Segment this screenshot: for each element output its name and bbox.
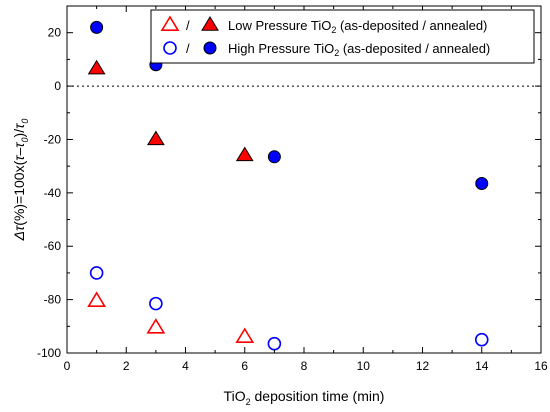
x-axis-label: TiO2 deposition time (min) [224,388,385,407]
data-point-open-triangle [146,318,166,334]
plot-marks [87,20,489,351]
y-tick-label: -40 [44,186,62,200]
data-point-open-circle [149,296,163,311]
legend-separator: / [186,41,190,56]
legend: / Low Pressure TiO2 (as-deposited / anne… [150,9,535,64]
legend-separator: / [186,18,190,33]
x-tick-label: 0 [64,359,71,373]
data-point-filled-triangle [87,59,106,75]
x-tick-label: 2 [123,359,130,373]
legend-label-low-pressure: Low Pressure TiO2 (as-deposited / anneal… [228,18,487,35]
data-point-filled-triangle [235,146,254,162]
y-tick-label: -60 [44,239,62,253]
y-tick-label: -100 [37,346,61,360]
legend-marker [203,41,217,55]
x-tick-label: 12 [416,359,430,373]
y-tick-label: 0 [54,79,61,93]
legend-marker-open-triangle [160,15,180,32]
x-tick-label: 4 [182,359,189,373]
x-tick-label: 16 [534,359,548,373]
y-tick-label: 20 [48,26,62,40]
legend-entry-low-pressure: / Low Pressure TiO2 (as-deposited / anne… [160,15,487,35]
y-tick-label: -20 [44,132,62,146]
y-axis-label: Δτ(%)=100x(τ–τ0)/τ0 [11,119,30,242]
x-tick-label: 6 [241,359,248,373]
x-tick-label: 14 [475,359,489,373]
data-point-filled-circle [267,150,281,164]
data-point-open-triangle [87,291,107,307]
legend-marker [201,16,219,31]
legend-box [150,9,535,64]
data-point-open-circle [89,266,104,280]
y-tick-label: -80 [44,293,62,307]
data-point-filled-circle [475,177,489,191]
x-tick-label: 8 [301,359,308,373]
data-point-open-circle [267,336,282,351]
data-point-open-triangle [235,327,255,343]
y-axis-ticks: 20 0 -20 -40 -60 -80 -100 [37,5,541,360]
legend-marker [163,41,177,55]
legend-entry-high-pressure: / High Pressure TiO2 (as-deposited / ann… [163,41,490,58]
legend-marker-filled-triangle [201,16,219,31]
data-point-open-circle [474,332,489,347]
x-tick-label: 10 [357,359,371,373]
legend-marker [160,15,180,32]
data-point-filled-triangle [146,130,165,146]
legend-marker-open-circle [163,41,177,55]
legend-label-high-pressure: High Pressure TiO2 (as-deposited / annea… [228,41,490,58]
legend-marker-filled-circle [203,41,217,55]
data-point-filled-circle [90,20,104,34]
